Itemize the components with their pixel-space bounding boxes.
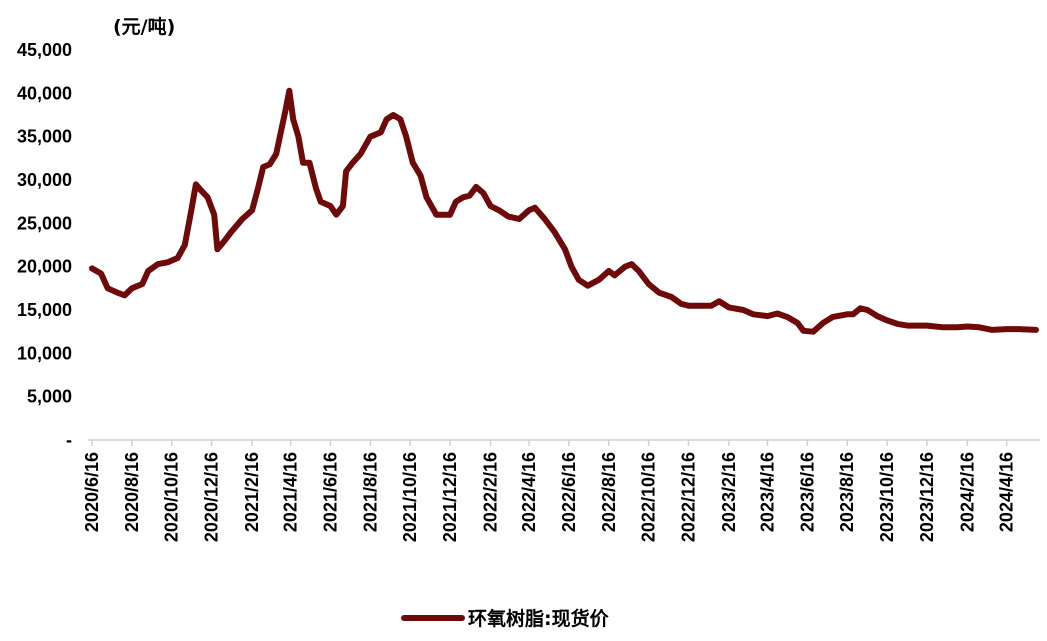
x-tick-label: 2022/6/16 [559, 452, 579, 532]
x-tick-label: 2021/2/16 [242, 452, 262, 532]
x-tick-label: 2022/12/16 [678, 452, 698, 542]
x-tick-label: 2023/8/16 [837, 452, 857, 532]
x-tick-label: 2021/4/16 [281, 452, 301, 532]
x-tick-label: 2022/2/16 [481, 452, 501, 532]
y-tick-label: 25,000 [17, 213, 72, 233]
x-tick-label: 2024/4/16 [997, 452, 1017, 532]
x-tick-label: 2022/4/16 [519, 452, 539, 532]
y-tick-label: 20,000 [17, 257, 72, 277]
x-axis-ticks: 2020/6/16 2020/8/16 2020/10/16 2020/12/16 20… [82, 440, 1017, 542]
y-tick-label: - [66, 430, 72, 450]
x-tick-label: 2021/8/16 [360, 452, 380, 532]
y-axis-ticks: - 5,000 10,000 15,000 20,000 25,000 30,000 35,0… [17, 40, 72, 450]
y-tick-label: 10,000 [17, 343, 72, 363]
x-tick-label: 2020/10/16 [162, 452, 182, 542]
y-tick-label: 45,000 [17, 40, 72, 60]
x-tick-label: 2023/4/16 [757, 452, 777, 532]
series-line-epoxy-resin-spot-price [89, 87, 1039, 335]
y-tick-label: 35,000 [17, 127, 72, 147]
x-tick-label: 2023/10/16 [877, 452, 897, 542]
legend-label: 环氧树脂:现货价 [468, 607, 610, 630]
x-tick-label: 2021/10/16 [400, 452, 420, 542]
y-tick-label: 30,000 [17, 170, 72, 190]
x-tick-label: 2021/12/16 [440, 452, 460, 542]
y-tick-label: 5,000 [27, 387, 72, 407]
x-tick-label: 2024/2/16 [957, 452, 977, 532]
x-tick-label: 2023/6/16 [797, 452, 817, 532]
x-tick-label: 2020/6/16 [82, 452, 102, 532]
x-tick-label: 2023/12/16 [917, 452, 937, 542]
y-tick-label: 15,000 [17, 300, 72, 320]
y-unit-label: (元/吨) [113, 15, 175, 38]
x-tick-label: 2021/6/16 [320, 452, 340, 532]
x-tick-label: 2022/10/16 [639, 452, 659, 542]
legend: 环氧树脂:现货价 [401, 607, 610, 630]
x-tick-label: 2020/8/16 [122, 452, 142, 532]
x-tick-label: 2022/8/16 [599, 452, 619, 532]
x-tick-label: 2023/2/16 [719, 452, 739, 532]
x-tick-label: 2020/12/16 [202, 452, 222, 542]
y-tick-label: 40,000 [17, 83, 72, 103]
